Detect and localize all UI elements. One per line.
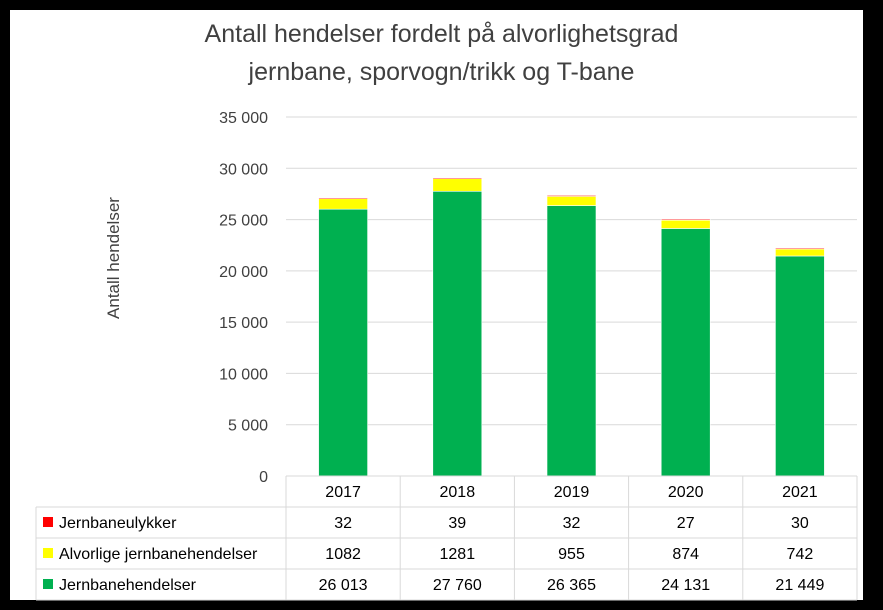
- data-label: 26 013: [319, 577, 368, 594]
- legend-swatch: [43, 517, 53, 527]
- data-label: 30: [791, 515, 809, 532]
- data-label: 955: [558, 546, 585, 563]
- legend-entry: Jernbaneulykker: [59, 515, 177, 532]
- bar-jernbaneulykker: [546, 195, 597, 197]
- y-tick-label: 20 000: [219, 264, 268, 281]
- bar-alvorlige-jernbanehendelser: [775, 248, 825, 257]
- legend-swatch: [43, 579, 53, 589]
- bar-jernbaneulykker: [775, 247, 825, 250]
- bar-jernbanehendelser: [432, 190, 483, 477]
- legend-entry: Alvorlige jernbanehendelser: [59, 546, 258, 563]
- x-tick-label: 2017: [325, 484, 361, 501]
- x-tick-label: 2021: [782, 484, 818, 501]
- data-label: 27: [677, 515, 695, 532]
- y-tick-label: 5 000: [228, 418, 268, 435]
- data-label: 21 449: [775, 577, 824, 594]
- data-label: 1082: [325, 546, 361, 563]
- x-tick-label: 2019: [554, 484, 590, 501]
- bar-jernbanehendelser: [660, 228, 711, 477]
- data-label: 32: [334, 515, 352, 532]
- y-tick-label: 15 000: [219, 315, 268, 332]
- bar-jernbaneulykker: [660, 218, 711, 221]
- y-tick-label: 30 000: [219, 161, 268, 178]
- bar-jernbaneulykker: [318, 197, 368, 200]
- bar-alvorlige-jernbanehendelser: [318, 197, 368, 210]
- bar-jernbanehendelser: [318, 208, 368, 477]
- bar-alvorlige-jernbanehendelser: [546, 195, 597, 206]
- chart-title-line-1: Antall hendelser fordelt på alvorlighets…: [204, 20, 679, 48]
- y-tick-label: 35 000: [219, 110, 268, 127]
- data-label: 874: [672, 546, 699, 563]
- x-tick-label: 2020: [668, 484, 704, 501]
- legend-swatch: [43, 548, 53, 558]
- bar-alvorlige-jernbanehendelser: [660, 219, 711, 229]
- bar-jernbanehendelser: [775, 255, 825, 477]
- data-label: 26 365: [547, 577, 596, 594]
- data-label: 39: [448, 515, 466, 532]
- bar-jernbaneulykker: [432, 177, 483, 180]
- y-tick-label: 0: [259, 469, 268, 486]
- chart-title-line-2: jernbane, sporvogn/trikk og T-bane: [248, 58, 635, 86]
- data-label: 27 760: [433, 577, 482, 594]
- bar-jernbanehendelser: [546, 205, 597, 477]
- data-label: 1281: [440, 546, 476, 563]
- y-tick-label: 10 000: [219, 366, 268, 383]
- bar-alvorlige-jernbanehendelser: [432, 177, 483, 192]
- x-tick-label: 2018: [440, 484, 476, 501]
- data-label: 24 131: [661, 577, 710, 594]
- y-tick-label: 25 000: [219, 213, 268, 230]
- data-label: 32: [563, 515, 581, 532]
- data-label: 742: [787, 546, 814, 563]
- legend-entry: Jernbanehendelser: [59, 577, 197, 594]
